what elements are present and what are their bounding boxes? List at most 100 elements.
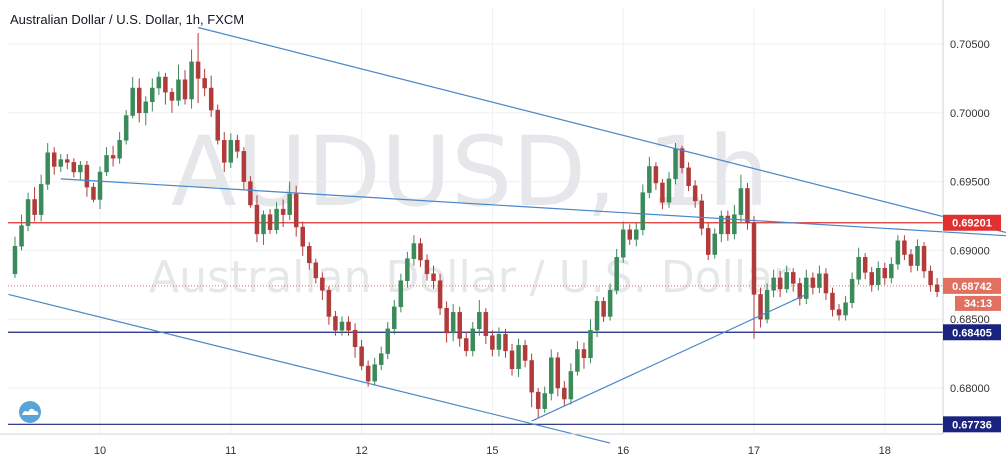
candle bbox=[483, 308, 489, 344]
candle bbox=[241, 147, 247, 190]
candle bbox=[575, 341, 580, 376]
candle-body bbox=[215, 109, 220, 141]
candle bbox=[902, 235, 907, 261]
y-tick-label: 0.69500 bbox=[950, 177, 990, 189]
candle bbox=[25, 192, 31, 232]
candle-body bbox=[483, 312, 489, 336]
candle bbox=[477, 299, 482, 336]
candle-body bbox=[307, 246, 312, 264]
candle-body bbox=[274, 208, 279, 231]
candle-body bbox=[189, 61, 194, 100]
candle-body bbox=[751, 222, 757, 295]
candle bbox=[856, 247, 861, 285]
candle-body bbox=[862, 257, 868, 273]
candle bbox=[699, 193, 704, 236]
candle bbox=[261, 210, 266, 245]
candle-body bbox=[346, 321, 351, 331]
candle-body bbox=[915, 246, 920, 266]
candle-body bbox=[437, 280, 443, 309]
candle bbox=[254, 195, 260, 243]
candle bbox=[150, 78, 155, 112]
candle-body bbox=[784, 272, 789, 290]
candle bbox=[660, 178, 665, 210]
candle-body bbox=[889, 263, 894, 279]
candle-body bbox=[313, 262, 319, 279]
candle-body bbox=[222, 140, 227, 163]
candle bbox=[496, 327, 502, 357]
candle bbox=[738, 174, 744, 223]
candle bbox=[58, 154, 64, 172]
candle-body bbox=[869, 272, 874, 286]
candle-body bbox=[928, 270, 933, 286]
candle bbox=[777, 271, 783, 298]
candle-body bbox=[431, 273, 436, 281]
price-tag-text-support-upper: 0.68405 bbox=[952, 327, 992, 339]
candle bbox=[38, 174, 44, 222]
candle-body bbox=[254, 204, 260, 235]
candle-body bbox=[745, 188, 750, 224]
candle bbox=[346, 316, 351, 336]
candle-body bbox=[503, 334, 508, 352]
candle bbox=[176, 64, 181, 106]
candle-body bbox=[143, 101, 149, 114]
candle-body bbox=[719, 215, 724, 235]
candle bbox=[876, 261, 881, 291]
tradingview-cloud-icon[interactable] bbox=[19, 401, 41, 423]
candle bbox=[156, 71, 162, 95]
price-tag-text-support-lower: 0.67736 bbox=[952, 419, 992, 431]
candle bbox=[385, 321, 391, 360]
candle-body bbox=[535, 391, 541, 409]
candle-body bbox=[398, 280, 404, 308]
candle bbox=[921, 242, 927, 278]
candle bbox=[830, 287, 835, 317]
candle-body bbox=[470, 328, 476, 352]
candle bbox=[692, 180, 698, 208]
candle-body bbox=[692, 185, 698, 202]
candle bbox=[843, 295, 848, 321]
candle bbox=[895, 235, 901, 270]
candle-body bbox=[104, 155, 109, 173]
candle-body bbox=[202, 78, 207, 89]
candle bbox=[568, 363, 574, 405]
candle bbox=[620, 221, 626, 263]
candle bbox=[817, 265, 822, 294]
candle-body bbox=[280, 208, 286, 215]
candle bbox=[405, 251, 410, 288]
candle-body bbox=[339, 321, 345, 331]
current-price-tag bbox=[943, 277, 1001, 294]
candle-body bbox=[902, 240, 907, 255]
price-tag-resistance bbox=[943, 214, 1001, 231]
trendline-upper-channel bbox=[60, 178, 1006, 237]
candle-body bbox=[876, 268, 881, 286]
candle bbox=[143, 96, 149, 126]
candle-body bbox=[581, 349, 587, 358]
candle-body bbox=[712, 233, 718, 255]
candle-body bbox=[516, 345, 521, 369]
candle bbox=[836, 304, 842, 321]
candle bbox=[450, 304, 456, 342]
y-tick-label: 0.68000 bbox=[950, 383, 990, 395]
candle-body bbox=[679, 148, 685, 169]
candle bbox=[640, 184, 646, 236]
trendline-rising-support bbox=[531, 293, 807, 422]
candle bbox=[705, 222, 711, 261]
candle bbox=[934, 277, 940, 298]
candle bbox=[915, 239, 920, 272]
candle-body bbox=[477, 312, 482, 330]
candle-body bbox=[32, 199, 37, 215]
candle-body bbox=[594, 301, 600, 331]
candle bbox=[339, 316, 345, 336]
candle bbox=[869, 266, 874, 292]
candle bbox=[195, 32, 201, 104]
trendline-upper-channel-top bbox=[197, 26, 1006, 234]
candle bbox=[424, 254, 430, 281]
candle-body bbox=[418, 243, 423, 261]
candle bbox=[431, 265, 436, 289]
x-tick-label: 10 bbox=[94, 445, 106, 457]
candle bbox=[222, 132, 227, 172]
candle-body bbox=[58, 159, 64, 167]
candle bbox=[529, 353, 534, 408]
x-tick-label: 11 bbox=[225, 445, 236, 457]
